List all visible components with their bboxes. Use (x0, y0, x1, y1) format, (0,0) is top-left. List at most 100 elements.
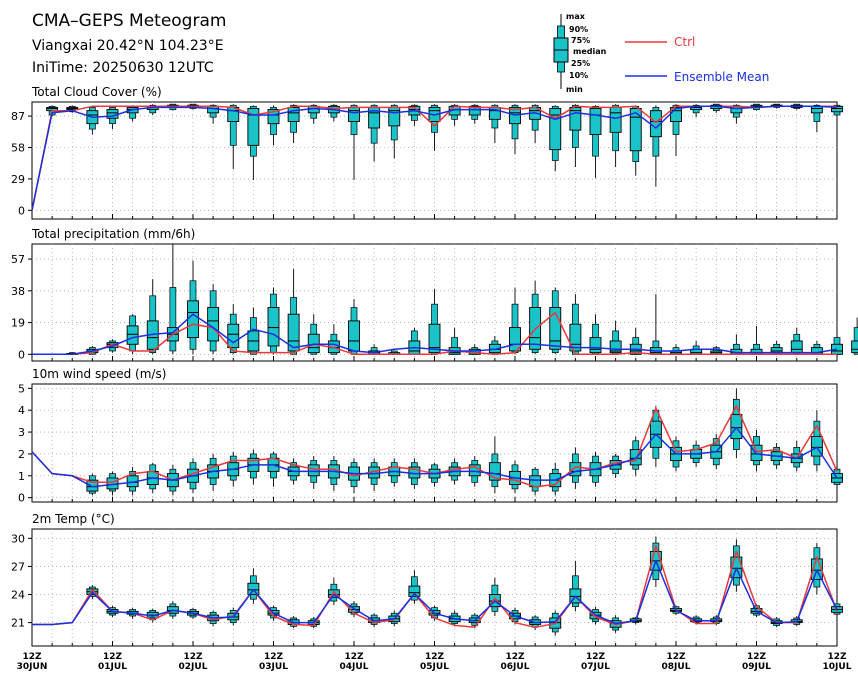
cloud-cover-box (589, 105, 602, 178)
x-tick-label-date: 09JUL (742, 662, 771, 672)
box-inner-25-75 (468, 105, 481, 116)
precipitation-box (549, 287, 562, 355)
temperature-ensemble-mean-line (32, 560, 838, 626)
x-tick-label-date: 08JUL (662, 662, 691, 672)
panel-cloud-cover: Total Cloud Cover (%) 0 29 58 87 (11, 85, 843, 220)
box-outer-10-90 (813, 104, 821, 122)
panel-title-wind-speed: 10m wind speed (m/s) (32, 367, 166, 381)
x-tick-label-date: 01JUL (98, 662, 127, 672)
y-tick-label: 1 (18, 470, 25, 483)
y-tick-label: 58 (11, 142, 25, 155)
y-tick-label: 27 (11, 560, 25, 573)
box-inner-25-75 (569, 106, 582, 131)
box-inner-25-75 (327, 589, 340, 598)
y-tick-label: 0 (18, 492, 25, 505)
box-inner-25-75 (509, 327, 521, 352)
box-inner-25-75 (549, 307, 562, 350)
x-tick-label-hour: 12Z (586, 652, 606, 662)
x-tick-label-hour: 12Z (344, 652, 364, 662)
y-tick-label: 0 (18, 204, 25, 217)
y-tick-label: 0 (18, 348, 25, 361)
legend-label-p10: 10% (569, 71, 588, 80)
legend-label-p90: 90% (569, 25, 588, 34)
x-tick-label-date: 02JUL (179, 662, 208, 672)
box-inner-25-75 (549, 108, 562, 151)
box-inner-25-75 (589, 337, 602, 354)
box-inner-25-75 (247, 582, 260, 595)
y-tick-label: 24 (11, 589, 25, 602)
cloud-cover-box (810, 104, 823, 133)
precipitation-box (227, 304, 240, 355)
wind-speed-box (810, 410, 823, 472)
legend-box-glyph (553, 14, 569, 89)
cloud-cover-box (549, 105, 562, 172)
precipitation-box (710, 345, 723, 355)
box-inner-25-75 (488, 462, 501, 481)
legend-label-median: median (573, 47, 607, 56)
x-tick-label-date: 05JUL (420, 662, 449, 672)
y-tick-label: 4 (18, 404, 25, 417)
precipitation-ensemble-mean-line (32, 313, 838, 356)
x-tick-label-hour: 12Z (264, 652, 284, 662)
y-tick-label: 30 (11, 532, 25, 545)
y-tick-label: 19 (11, 317, 25, 330)
x-tick-label-date: 06JUL (501, 662, 530, 672)
legend-label-min: min (566, 85, 583, 94)
box-inner-25-75 (126, 325, 139, 345)
y-tick-label: 29 (11, 173, 25, 186)
box-inner-25-75 (247, 108, 260, 146)
box-inner-25-75 (629, 108, 642, 152)
precipitation-ctrl-line (32, 311, 837, 356)
location-label: Viangxai 20.42°N 104.23°E (32, 38, 224, 54)
x-tick-label-date: 10JUL (823, 662, 852, 672)
x-tick-label-date: 30JUN (17, 662, 48, 672)
box-inner-25-75 (730, 105, 743, 114)
x-tick-label-hour: 12Z (747, 652, 767, 662)
x-tick-label-hour: 12Z (505, 652, 525, 662)
cloud-cover-box (629, 105, 642, 176)
precipitation-box (146, 279, 159, 355)
precipitation-box (247, 307, 260, 355)
panel-precipitation: Total precipitation (mm/6h) 0 19 38 57 (11, 227, 858, 362)
legend: max 90% 75% median 25% 10% min Ctrl Ense… (553, 12, 769, 94)
legend-label-max: max (566, 12, 586, 21)
x-tick-label-hour: 12Z (183, 652, 203, 662)
box-inner-25-75 (106, 342, 119, 349)
box-inner-25-75 (307, 333, 320, 354)
box-outer-10-90 (169, 287, 177, 352)
x-tick-label-hour: 12Z (22, 652, 42, 662)
wind-speed-box (86, 473, 99, 496)
panel-title-temperature: 2m Temp (°C) (32, 512, 115, 526)
box-inner-25-75 (790, 340, 803, 354)
box-inner-25-75 (187, 300, 199, 339)
box-inner-25-75 (810, 435, 823, 457)
x-tick-label-hour: 12Z (827, 652, 847, 662)
precipitation-box (287, 269, 300, 355)
box-inner-25-75 (609, 106, 622, 133)
box-inner-25-75 (348, 320, 360, 352)
legend-label-p25: 25% (571, 59, 590, 68)
y-tick-label: 3 (18, 426, 25, 439)
y-tick-label: 2 (18, 448, 25, 461)
box-inner-25-75 (287, 313, 300, 352)
precipitation-box (428, 289, 441, 355)
cloud-cover-box (569, 104, 582, 167)
box-outer-10-90 (229, 104, 237, 146)
panel-temperature: 2m Temp (°C) 21 24 27 30 (11, 512, 843, 647)
x-tick-label-date: 04JUL (340, 662, 369, 672)
box-inner-25-75 (267, 109, 280, 125)
box-inner-25-75 (287, 106, 300, 122)
y-tick-label: 87 (11, 110, 25, 123)
cloud-cover-box (66, 105, 79, 113)
precipitation-box (851, 317, 858, 355)
y-tick-label: 38 (11, 285, 25, 298)
box-inner-25-75 (851, 340, 858, 354)
box-inner-25-75 (267, 307, 280, 347)
y-tick-label: 21 (11, 617, 25, 630)
y-tick-label: 57 (11, 253, 25, 266)
box-inner-25-75 (569, 462, 582, 477)
precipitation-box (609, 320, 622, 355)
box-inner-25-75 (730, 414, 743, 440)
precipitation-box (348, 299, 360, 355)
